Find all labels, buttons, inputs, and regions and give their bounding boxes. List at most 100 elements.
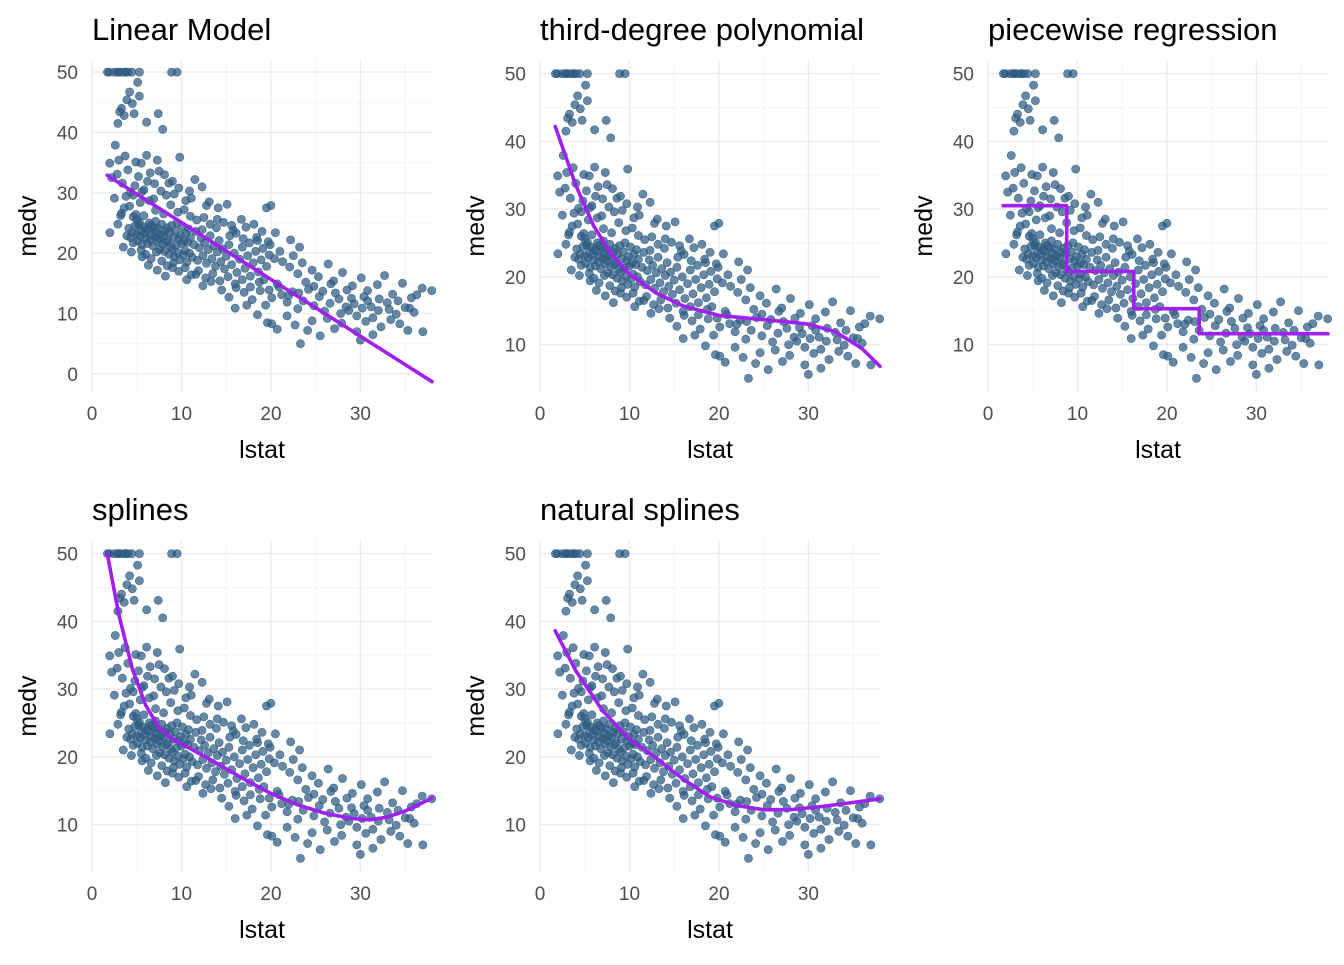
data-point [323,259,333,269]
data-point [573,571,582,581]
data-point [245,238,254,248]
data-point [118,673,127,683]
data-point [261,810,270,820]
data-point [133,77,142,87]
data-point [853,334,862,343]
data-point [132,214,142,224]
data-point [211,223,221,233]
data-point [1119,298,1129,308]
data-point [804,369,813,379]
data-point [105,729,115,739]
data-point [285,262,295,272]
data-point [384,304,394,314]
data-point [309,789,319,799]
data-point [223,778,233,788]
x-tick-label: 0 [535,404,546,425]
data-point [704,279,714,289]
data-point [770,345,780,355]
data-point [318,795,328,804]
data-point [560,663,570,673]
data-point [125,699,135,709]
data-point [678,334,688,343]
data-point [303,325,312,335]
data-point [600,648,610,657]
data-point [127,67,137,77]
data-point [732,319,742,329]
data-point [719,249,728,259]
data-point [1252,369,1261,379]
data-point [804,780,814,789]
data-point [553,249,563,259]
data-point [866,840,876,850]
data-point [1013,109,1022,119]
data-point [576,207,586,217]
data-point [368,330,378,340]
data-point [154,166,164,176]
data-point [128,687,138,697]
data-point [609,207,619,217]
data-point [778,837,787,846]
data-point [711,259,721,269]
data-point [245,740,254,750]
data-point [1082,210,1092,220]
y-tick-label: 30 [953,200,974,221]
x-axis-label: lstat [239,916,285,944]
data-point [110,631,120,640]
data-point [363,794,372,804]
data-point [591,671,600,681]
data-point [380,777,389,787]
data-point [296,339,305,349]
data-point [677,752,687,762]
data-point [179,703,189,713]
data-point [824,835,834,844]
y-tick-label: 20 [57,748,78,769]
data-point [655,278,665,288]
x-tick-label: 0 [983,404,994,425]
data-point [1216,337,1225,347]
data-point [395,831,405,841]
data-point [282,822,292,832]
data-point [668,289,677,299]
y-tick-label: 10 [505,336,526,357]
data-point [263,237,273,247]
y-tick-label: 10 [505,816,526,837]
data-point [1123,241,1132,250]
data-point [126,751,136,760]
data-point [1178,342,1188,352]
data-point [293,269,303,279]
data-point [118,745,128,755]
data-point [315,331,325,341]
y-tick-label: 10 [57,816,78,837]
data-point [116,710,125,720]
data-point [609,687,619,697]
data-point [583,549,592,558]
data-point [393,296,403,306]
data-point [653,719,663,729]
data-point [201,273,210,283]
data-point [129,595,139,605]
data-point [113,219,123,229]
data-point [1112,281,1122,291]
data-point [718,758,727,768]
data-point [1142,298,1151,307]
data-point [1323,314,1333,324]
data-point [1133,234,1142,244]
data-point [349,809,359,819]
data-point [678,787,688,796]
data-point [691,275,701,284]
data-point [290,320,300,330]
data-point [730,342,740,352]
data-point [662,738,672,747]
data-point [696,283,706,293]
data-point [715,351,725,361]
data-point [828,297,837,307]
data-point [743,745,752,755]
data-point [1136,289,1146,299]
data-point [1232,340,1242,349]
data-point [1134,256,1144,265]
data-point [1076,288,1086,298]
data-point [683,759,692,768]
data-point [267,802,277,812]
data-point [357,303,367,313]
data-point [702,293,711,303]
